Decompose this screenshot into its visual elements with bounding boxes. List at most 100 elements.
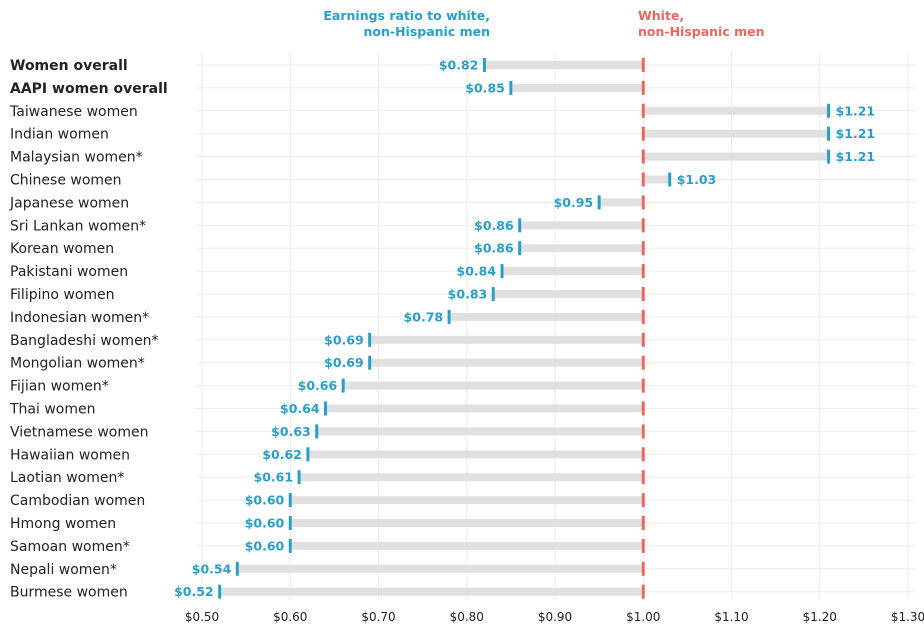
reference-marker bbox=[641, 401, 645, 416]
category-label: Mongolian women* bbox=[10, 356, 145, 372]
reference-marker bbox=[641, 516, 645, 530]
category-label: Indian women bbox=[10, 127, 109, 143]
reference-marker bbox=[641, 58, 645, 72]
category-label: AAPI women overall bbox=[10, 81, 168, 97]
value-label: $0.64 bbox=[280, 401, 320, 416]
value-label: $0.66 bbox=[298, 378, 338, 393]
value-marker bbox=[315, 424, 319, 439]
value-marker bbox=[297, 470, 301, 485]
reference-marker bbox=[641, 241, 645, 256]
reference-marker bbox=[641, 424, 645, 439]
x-tick-label: $1.20 bbox=[803, 610, 837, 624]
bar bbox=[643, 175, 670, 184]
bar bbox=[316, 427, 644, 436]
bar bbox=[510, 83, 644, 92]
bar bbox=[369, 335, 644, 344]
reference-marker bbox=[641, 287, 645, 301]
x-tick-label: $1.10 bbox=[714, 610, 748, 624]
value-label: $1.21 bbox=[836, 126, 876, 141]
category-label: Nepali women* bbox=[10, 562, 117, 578]
value-labels: $0.82 $0.85 $1.21 $1.21 $1.21 $1.03 $0.95 $0.86… bbox=[174, 58, 875, 600]
reference-marker bbox=[641, 355, 645, 370]
value-marker bbox=[288, 538, 292, 553]
bar bbox=[493, 290, 644, 298]
value-label: $0.60 bbox=[245, 516, 285, 531]
reference-marker bbox=[641, 218, 645, 233]
value-label: $0.95 bbox=[554, 195, 594, 210]
reference-marker bbox=[641, 332, 645, 347]
bar bbox=[643, 129, 829, 138]
value-marker bbox=[288, 516, 292, 530]
category-label: Japanese women bbox=[9, 195, 129, 211]
reference-marker bbox=[641, 264, 645, 279]
bar bbox=[307, 450, 644, 459]
reference-markers bbox=[641, 58, 645, 599]
legend-reference-line2: non-Hispanic men bbox=[638, 24, 765, 39]
category-label: Malaysian women* bbox=[10, 150, 143, 166]
value-marker bbox=[668, 172, 672, 187]
bar bbox=[325, 404, 644, 413]
value-marker bbox=[482, 58, 486, 72]
value-marker bbox=[288, 493, 292, 508]
x-tick-label: $0.80 bbox=[450, 610, 484, 624]
value-marker bbox=[368, 355, 372, 370]
legend-reference-line1: White, bbox=[638, 8, 684, 23]
legend-ratio-line1: Earnings ratio to white, bbox=[323, 8, 490, 23]
reference-marker bbox=[641, 126, 645, 141]
value-marker bbox=[597, 195, 601, 210]
category-label: Pakistani women bbox=[10, 264, 128, 280]
reference-marker bbox=[641, 103, 645, 118]
value-marker bbox=[368, 332, 372, 347]
value-marker bbox=[491, 287, 495, 301]
value-label: $1.21 bbox=[836, 149, 876, 164]
bar bbox=[484, 61, 644, 69]
category-label: Taiwanese women bbox=[9, 104, 138, 120]
x-tick-label: $0.60 bbox=[273, 610, 307, 624]
bar bbox=[449, 312, 644, 321]
category-label: Women overall bbox=[10, 58, 128, 74]
category-label: Thai women bbox=[9, 402, 95, 418]
bar bbox=[519, 244, 644, 253]
category-label: Bangladeshi women* bbox=[10, 333, 159, 349]
reference-marker bbox=[641, 493, 645, 508]
value-label: $1.21 bbox=[836, 103, 876, 118]
bar bbox=[643, 152, 829, 161]
category-label: Cambodian women bbox=[10, 493, 145, 509]
category-label: Chinese women bbox=[10, 173, 122, 189]
value-label: $0.61 bbox=[254, 470, 294, 485]
category-label: Vietnamese women bbox=[10, 424, 148, 440]
value-marker bbox=[500, 264, 504, 279]
x-tick-label: $0.70 bbox=[361, 610, 395, 624]
bar bbox=[369, 358, 644, 367]
value-label: $0.60 bbox=[245, 493, 285, 508]
value-marker bbox=[324, 401, 328, 416]
value-markers bbox=[218, 58, 831, 599]
bar bbox=[290, 496, 644, 505]
bar bbox=[237, 564, 644, 573]
value-marker bbox=[235, 561, 239, 576]
bar bbox=[519, 221, 644, 230]
value-marker bbox=[827, 103, 831, 118]
category-label: Burmese women bbox=[10, 585, 128, 601]
value-label: $0.52 bbox=[174, 584, 214, 599]
x-tick-label: $1.00 bbox=[626, 610, 660, 624]
reference-marker bbox=[641, 538, 645, 553]
value-label: $0.63 bbox=[271, 424, 311, 439]
bar bbox=[290, 519, 644, 527]
category-label: Hmong women bbox=[10, 516, 116, 532]
category-label: Korean women bbox=[10, 241, 114, 257]
value-marker bbox=[509, 80, 513, 95]
category-label: Sri Lankan women* bbox=[10, 218, 146, 234]
value-label: $0.54 bbox=[192, 561, 232, 576]
category-label: Laotian women* bbox=[10, 470, 124, 486]
category-labels: Women overall AAPI women overall Taiwanese… bbox=[9, 58, 168, 601]
category-label: Hawaiian women bbox=[10, 447, 130, 463]
bar bbox=[643, 106, 829, 115]
reference-marker bbox=[641, 149, 645, 164]
value-marker bbox=[518, 218, 522, 233]
value-label: $0.83 bbox=[448, 287, 488, 302]
value-label: $0.82 bbox=[439, 58, 479, 73]
value-marker bbox=[827, 126, 831, 141]
value-label: $1.03 bbox=[677, 172, 717, 187]
